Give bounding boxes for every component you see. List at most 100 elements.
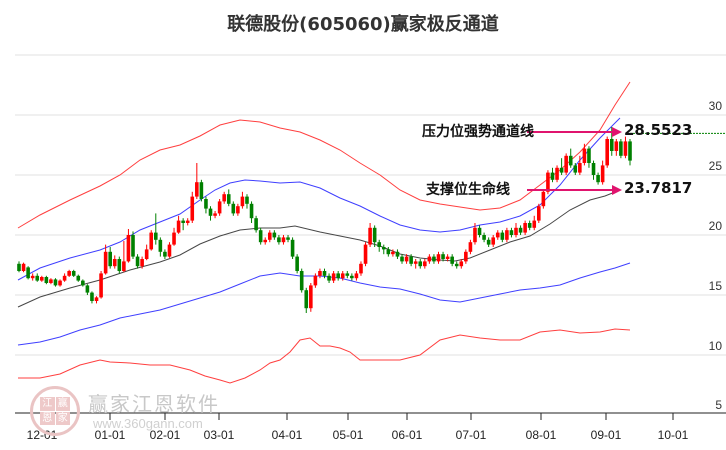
candle-body (277, 237, 281, 243)
candle-body (281, 237, 286, 243)
candle-body (267, 232, 272, 240)
candle-body (491, 237, 496, 245)
candle-body (176, 220, 181, 233)
candle-body (473, 227, 477, 243)
candle-body (30, 275, 35, 279)
candle-body (249, 203, 254, 219)
candle-body (85, 285, 90, 293)
x-tick-label: 03-01 (203, 428, 235, 442)
candle-body (486, 239, 491, 245)
candle-body (591, 163, 596, 175)
candle-body (254, 218, 258, 231)
candle-body (35, 275, 40, 281)
candle-body (400, 256, 404, 262)
candle-body (58, 280, 62, 286)
candle-body (623, 141, 628, 156)
candle-body (304, 290, 309, 309)
candle-body (336, 273, 340, 279)
candle-body (190, 196, 195, 221)
candle-body (573, 165, 578, 173)
watermark-url: www.360gann.com (93, 416, 203, 431)
band-upper-inner (17, 117, 621, 281)
candle-body (359, 263, 363, 274)
candle-body (140, 259, 144, 267)
candle-body (49, 279, 53, 283)
candle-body (482, 235, 486, 240)
candle-body (122, 261, 126, 271)
candle-body (523, 223, 527, 233)
candle-body (454, 263, 459, 267)
candle-body (318, 271, 322, 276)
y-tick-label: 30 (708, 99, 722, 113)
candle-body (495, 232, 500, 238)
resistance-value: 28.5523 (624, 121, 693, 139)
candle-body (423, 261, 427, 267)
candle-body (217, 201, 222, 214)
candle-body (450, 256, 454, 264)
support-value: 23.7817 (624, 179, 693, 197)
x-tick-label: 04-01 (271, 428, 303, 442)
candle-body (628, 141, 632, 161)
candle-body (94, 297, 99, 301)
candle-body (44, 277, 49, 283)
candle-body (117, 259, 122, 271)
y-tick-label: 10 (708, 339, 722, 353)
support-arrow-head (612, 185, 622, 195)
candle-body (112, 259, 117, 267)
candle-body (71, 271, 76, 276)
candle-body (153, 232, 158, 240)
candle-body (404, 256, 409, 262)
candle-body (144, 249, 149, 259)
candle-body (459, 261, 464, 267)
candle-body (550, 172, 555, 180)
candle-body (432, 256, 436, 262)
x-tick-label: 01-01 (94, 428, 126, 442)
candle-body (409, 256, 413, 264)
candle-body (395, 251, 400, 257)
candle-body (413, 261, 418, 264)
candle-body (564, 155, 568, 173)
candle-body (131, 235, 135, 257)
candle-body (582, 148, 587, 163)
candle-body (386, 249, 391, 255)
candle-body (546, 172, 550, 192)
candle-body (377, 242, 382, 247)
candle-body (537, 206, 541, 221)
candle-body (108, 251, 112, 267)
candle-body (514, 227, 518, 235)
candle-body (436, 254, 441, 262)
y-tick-label: 25 (708, 159, 722, 173)
candle-body (614, 141, 619, 151)
candle-body (541, 191, 546, 207)
candle-body (505, 230, 509, 240)
candle-body (372, 227, 377, 243)
logo-char: 家 (55, 411, 70, 425)
logo-char: 恩 (40, 411, 55, 425)
chart-title: 联德股份(605060)赢家极反通道 (227, 14, 499, 35)
y-tick-label: 15 (708, 279, 722, 293)
candle-body (222, 194, 226, 202)
candle-body (135, 256, 140, 267)
candle-body (596, 175, 600, 183)
x-tick-label: 10-01 (657, 428, 689, 442)
x-tick-label: 02-01 (149, 428, 181, 442)
y-tick-label: 5 (715, 398, 722, 412)
candle-body (208, 208, 213, 216)
candle-body (527, 223, 532, 228)
candle-body (368, 227, 372, 245)
candle-body (313, 275, 318, 286)
candle-body (286, 237, 290, 240)
candle-body (167, 244, 172, 257)
candle-body (226, 194, 231, 204)
y-tick-label: 20 (708, 219, 722, 233)
candle-body (555, 167, 559, 180)
candle-body (240, 196, 245, 207)
candle-body (236, 206, 240, 214)
candle-body (295, 256, 299, 271)
candle-body (81, 280, 85, 286)
candle-body (441, 254, 445, 259)
candle-body (185, 220, 190, 223)
candle-body (464, 251, 468, 262)
candle-body (309, 285, 313, 309)
